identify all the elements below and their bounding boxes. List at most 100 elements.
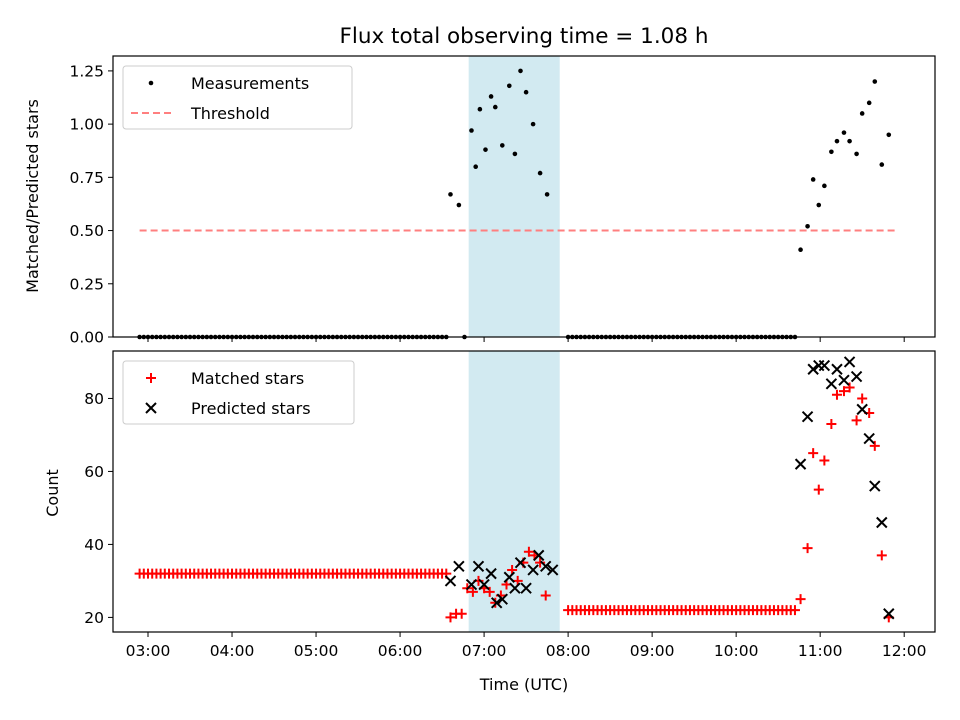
- y-tick-label: 60: [84, 463, 104, 481]
- matched-stars-point: [523, 546, 534, 557]
- measurements-point: [810, 177, 816, 182]
- plot-frame: [112, 55, 936, 338]
- measurements-point: [473, 164, 478, 169]
- y-tick-label: 0.00: [69, 329, 104, 347]
- shaded-interval: [468, 56, 560, 337]
- predicted-stars-point: [883, 608, 895, 620]
- chart-title: Flux total observing time = 1.08 h: [340, 24, 709, 49]
- measurements-point: [483, 147, 488, 152]
- predicted-stars-point: [490, 597, 503, 609]
- x-tick-label: 04:00: [210, 642, 255, 660]
- measurements-point: [456, 202, 462, 208]
- legend-box: [122, 65, 353, 130]
- matched-stars-point: [808, 448, 819, 459]
- measurements-point: [499, 143, 505, 148]
- measurements-point: [866, 100, 872, 106]
- y-tick-label: 0.50: [69, 222, 104, 240]
- y-tick-label: 80: [84, 390, 104, 408]
- x-tick-label: 07:00: [462, 642, 507, 660]
- predicted-stars-point: [478, 578, 490, 591]
- x-tick-label: 11:00: [798, 642, 843, 660]
- measurements-point: [488, 94, 494, 99]
- predicted-stars-point: [863, 432, 875, 445]
- measurements-point: [841, 130, 847, 135]
- matched-stars-point: [456, 608, 467, 619]
- matched-stars-point: [540, 590, 551, 601]
- legend-label: Matched stars: [191, 369, 304, 388]
- measurements-point: [854, 151, 859, 157]
- x-tick-label: 12:00: [882, 642, 927, 660]
- measurements-point: [886, 132, 892, 138]
- legend-label: Predicted stars: [191, 399, 311, 418]
- predicted-stars-point: [472, 560, 485, 573]
- measurements-point: [798, 247, 803, 253]
- y-tick-label: 20: [84, 609, 104, 627]
- measurements-point: [530, 121, 536, 127]
- predicted-stars-point: [807, 363, 819, 375]
- predicted-stars-point: [869, 480, 881, 492]
- legend: Matched stars Predicted stars: [122, 360, 355, 425]
- matched-stars-point: [795, 594, 806, 605]
- measurements-point: [506, 83, 512, 89]
- predicted-stars-point: [850, 370, 863, 383]
- predicted-stars-point: [876, 516, 888, 529]
- matched-stars-point: [844, 382, 855, 393]
- x-tick-label: 06:00: [378, 642, 423, 660]
- matched-stars-point: [851, 415, 862, 426]
- x-tick-label: 09:00: [630, 642, 675, 660]
- measurements-point: [859, 111, 865, 116]
- predicted-stars-point: [527, 564, 539, 576]
- matched-stars-point: [819, 455, 830, 466]
- y-tick-label: 1.25: [69, 62, 104, 80]
- predicted-stars-point: [818, 359, 831, 372]
- y-axis-label-bottom: Count: [43, 469, 62, 517]
- measurements-point: [805, 224, 810, 229]
- panel-ratio: 0.00 0.25 0.50 0.75 1.00 1.25 Measurements Thre…: [69, 55, 936, 347]
- predicted-stars-point: [794, 458, 807, 470]
- predicted-stars-point: [509, 582, 521, 594]
- predicted-stars-point: [843, 356, 856, 368]
- matched-stars-point: [857, 393, 868, 404]
- y-tick-label: 1.00: [69, 116, 104, 134]
- x-tick-label: 05:00: [294, 642, 339, 660]
- measurements-point: [518, 68, 523, 74]
- legend-measurements-swatch: [148, 80, 154, 86]
- x-tick-label: 03:00: [126, 642, 171, 660]
- predicted-stars-point: [532, 549, 545, 562]
- y-axis-label-top: Matched/Predicted stars: [23, 99, 42, 293]
- measurements-point: [822, 183, 827, 189]
- panel-counts: 03:00 04:00 05:00 06:00 07:00 08:00 09:00 10:00…: [84, 350, 936, 660]
- predicted-stars-point: [503, 571, 516, 583]
- predicted-stars-point: [539, 560, 552, 573]
- matched-stars-point: [838, 386, 849, 397]
- predicted-stars-point: [831, 363, 843, 375]
- legend: Measurements Threshold: [122, 65, 353, 130]
- measurements-point: [492, 104, 498, 110]
- x-axis-label: Time (UTC): [479, 675, 568, 694]
- predicted-stars-point: [453, 560, 465, 573]
- measurements-point: [816, 202, 822, 208]
- legend-label: Threshold: [190, 104, 270, 123]
- matched-stars-point: [826, 418, 837, 429]
- measurements-point: [829, 149, 834, 155]
- predicted-stars-point: [801, 410, 814, 423]
- legend-box: [122, 360, 355, 425]
- predicted-stars-point: [546, 564, 559, 576]
- measurements-point: [544, 192, 550, 197]
- predicted-stars-point: [465, 578, 478, 591]
- legend-predicted-stars-swatch: [145, 402, 157, 414]
- measurements-point: [537, 170, 543, 176]
- measurements-point: [448, 192, 453, 197]
- matched-stars-point: [813, 484, 824, 495]
- x-tick-label: 10:00: [714, 642, 759, 660]
- measurements-point: [834, 138, 840, 144]
- predicted-stars-point: [496, 593, 509, 605]
- measurements-point: [847, 138, 852, 144]
- y-tick-label: 0.75: [69, 169, 104, 187]
- measurements-point: [523, 89, 529, 95]
- matched-stars-point: [467, 586, 478, 597]
- matched-stars-point: [802, 543, 813, 554]
- predicted-stars-point: [856, 403, 868, 416]
- measurements-point: [469, 128, 474, 133]
